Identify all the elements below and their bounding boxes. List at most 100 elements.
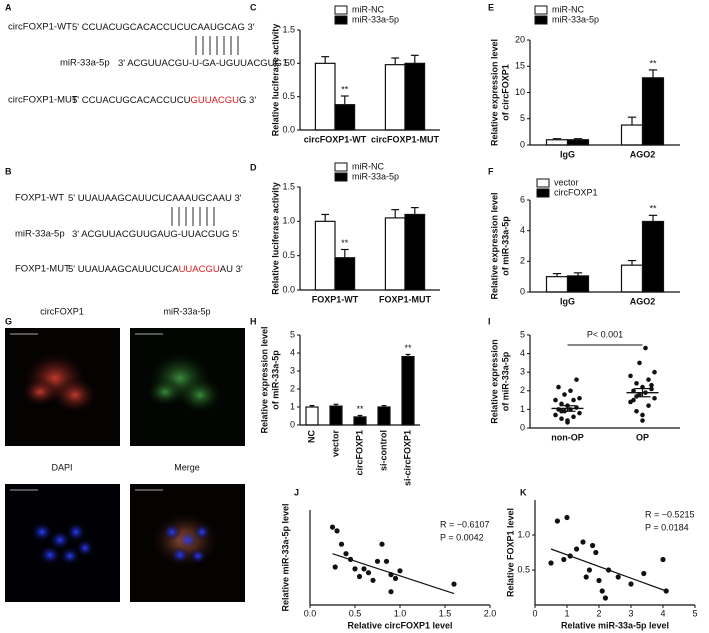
dot (637, 360, 642, 366)
point (361, 566, 367, 572)
bar (353, 416, 367, 426)
y-tick-label: 5 (290, 329, 295, 339)
bar (305, 406, 319, 426)
dot (568, 388, 573, 394)
y-tick-label: 0 (520, 422, 525, 432)
point (388, 589, 394, 595)
panel-letter: A (5, 2, 12, 12)
x-tick-label: 1.5 (439, 608, 452, 618)
x-tick-label: si-circFOXP1 (402, 430, 412, 486)
x-tick-label: 1 (564, 608, 569, 618)
x-tick-label: NC (306, 430, 316, 443)
point (397, 568, 403, 574)
dot (646, 377, 651, 382)
y-tick-label: 1.0 (517, 529, 530, 539)
point (370, 577, 376, 583)
image-label: miR-33a-5p (163, 306, 210, 316)
legend-swatch (334, 5, 348, 15)
y-axis-label: of circFOXP1 (500, 64, 510, 121)
significance: ** (341, 238, 349, 248)
legend-label: miR-NC (552, 4, 584, 14)
stat-annotation: P = 0.0042 (440, 532, 484, 542)
point (641, 570, 647, 577)
y-tick-label: 1.5 (282, 24, 295, 34)
y-tick-label: 3 (290, 365, 295, 375)
point (580, 539, 586, 545)
fit-line (332, 553, 455, 595)
panel-letter: F (488, 166, 494, 176)
bar (641, 220, 665, 293)
y-tick-label: 0.5 (282, 250, 295, 260)
x-tick-label: circFOXP1-MUT (371, 134, 440, 144)
y-tick-label: 10 (515, 87, 525, 97)
y-tick-label: 6 (520, 194, 525, 204)
x-tick-label: AGO2 (630, 149, 656, 159)
bar (401, 356, 415, 426)
bar (641, 77, 665, 146)
point (599, 588, 605, 594)
bar (620, 264, 644, 293)
point (574, 546, 580, 552)
y-tick-label: 0.0 (282, 124, 295, 134)
point (352, 566, 358, 572)
legend-swatch (334, 15, 348, 25)
seq-label: miR-33a-5p (15, 229, 65, 240)
x-tick-label: circFOXP1-WT (304, 134, 367, 144)
point (583, 574, 589, 580)
bar (620, 124, 644, 146)
bar (404, 62, 426, 131)
dot (652, 395, 657, 401)
y-tick-label: 3 (520, 367, 525, 377)
point (329, 524, 336, 530)
point (564, 514, 570, 521)
y-tick-label: 2 (520, 256, 525, 266)
significance: ** (649, 58, 657, 68)
sequence: 5' CCUACUGCACACCUCUCAAUGCAG 3' (72, 22, 255, 33)
bar (329, 405, 343, 426)
y-axis-label: Relative FOXP1 level (505, 508, 515, 597)
dot (640, 418, 645, 423)
dot (553, 397, 558, 403)
point (596, 577, 602, 584)
dot (565, 418, 570, 423)
y-tick-label: 5 (520, 329, 525, 339)
x-tick-label: 0.0 (304, 608, 317, 618)
dot (577, 410, 582, 416)
bar (314, 62, 336, 131)
x-tick-label: non-OP (551, 432, 584, 442)
dot (559, 401, 564, 407)
y-axis-label: Relative luciferase activity (270, 182, 280, 295)
x-tick-label: 0.5 (349, 608, 362, 618)
y-tick-label: 2 (520, 385, 525, 395)
legend-label: vector (554, 177, 579, 187)
y-tick-label: 0 (290, 419, 295, 429)
panel-letter: J (294, 487, 299, 497)
point (615, 574, 621, 580)
panel-letter: B (5, 166, 12, 176)
y-axis-label: of miR-33a-5p (500, 351, 510, 411)
x-tick-label: IgG (560, 149, 575, 159)
y-tick-label: 20 (515, 34, 525, 44)
y-tick-label: 4 (520, 225, 525, 235)
x-tick-label: 4 (660, 608, 665, 618)
pairing-lines (171, 207, 215, 226)
point (332, 564, 338, 570)
sequence: 5' UUAUAAGCAUUCUCAAAUGCAAU 3' (68, 193, 242, 204)
y-axis-label: Relative expression level (259, 326, 269, 433)
y-tick-label: 5 (520, 113, 525, 123)
y-axis-label: of miR-33a-5p (270, 350, 280, 410)
point (628, 581, 634, 587)
dot (559, 416, 564, 422)
stat-annotation: R = −0.6107 (440, 519, 490, 529)
dot (574, 377, 579, 382)
point (379, 541, 385, 547)
point (365, 570, 372, 576)
legend-label: miR-33a-5p (352, 171, 399, 181)
point (586, 567, 593, 573)
panel-letter: K (520, 487, 527, 497)
y-tick-label: 0.5 (282, 91, 295, 101)
point (451, 581, 457, 587)
y-axis-label: Relative expression (489, 339, 499, 424)
y-tick-label: 1 (520, 404, 525, 414)
y-tick-label: 0 (520, 286, 525, 296)
